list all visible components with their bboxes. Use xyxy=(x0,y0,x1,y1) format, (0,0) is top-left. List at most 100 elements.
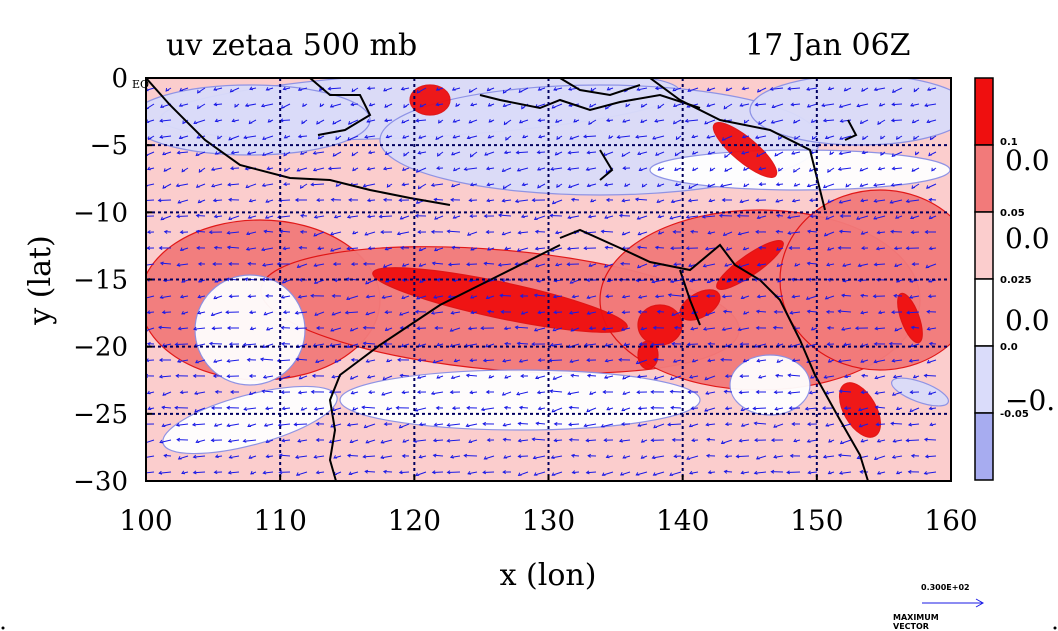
wind-vector-head xyxy=(806,309,811,314)
wind-vector-head xyxy=(669,279,674,283)
wind-vector-head xyxy=(691,358,696,363)
wind-vector xyxy=(434,198,444,201)
wind-vector-head xyxy=(673,454,678,459)
wind-vector xyxy=(551,455,563,459)
wind-vector-head xyxy=(636,87,641,91)
wind-vector-head xyxy=(672,87,677,92)
wind-vector-head xyxy=(706,103,711,107)
wind-vector xyxy=(400,374,410,377)
wind-vector-head xyxy=(570,373,575,378)
wind-vector-head xyxy=(400,245,404,250)
wind-vector-head xyxy=(534,246,539,251)
wind-vector-head xyxy=(880,135,884,140)
wind-vector xyxy=(314,407,325,410)
wind-vector-head xyxy=(587,214,592,219)
wind-vector-head xyxy=(333,214,338,219)
wind-vector-head xyxy=(331,374,336,379)
wind-vector xyxy=(379,215,393,218)
wind-vector xyxy=(347,454,359,457)
wind-vector-head xyxy=(415,169,420,173)
wind-vector-head xyxy=(550,166,555,171)
wind-vector xyxy=(383,470,393,473)
wind-vector xyxy=(789,343,801,348)
wind-vector xyxy=(515,326,529,329)
wind-vector xyxy=(757,295,767,298)
wind-vector-head xyxy=(487,103,492,107)
wind-vector xyxy=(604,183,614,186)
corner-dot xyxy=(1,626,5,630)
wind-vector-head xyxy=(857,263,862,268)
wind-vector-head xyxy=(533,216,538,221)
wind-vector-head xyxy=(753,421,758,426)
wind-vector-head xyxy=(874,390,879,395)
wind-vector-head xyxy=(416,375,421,379)
wind-vector-head xyxy=(142,456,145,459)
y-tick-label: −20 xyxy=(73,333,128,363)
wind-vector-head xyxy=(516,167,521,172)
wind-vector-head xyxy=(928,215,933,220)
wind-vector-head xyxy=(315,470,320,475)
wind-vector-head xyxy=(159,134,164,139)
wind-vector-head xyxy=(650,342,655,347)
wind-vector-head xyxy=(174,405,179,410)
wind-vector-head xyxy=(653,375,658,380)
wind-vector-head xyxy=(433,295,438,299)
wind-vector-head xyxy=(501,392,506,396)
wind-vector-head xyxy=(773,390,778,395)
wind-vector-head xyxy=(158,470,163,475)
wind-vector-head xyxy=(294,198,299,202)
wind-vector xyxy=(193,327,206,330)
wind-vector xyxy=(212,327,223,330)
wind-vector-head xyxy=(652,472,657,476)
wind-vector-head xyxy=(384,104,389,108)
wind-vector-head xyxy=(551,472,556,476)
wind-vector-head xyxy=(297,134,302,139)
wind-vector-head xyxy=(384,246,389,251)
wind-vector xyxy=(771,119,784,124)
wind-vector-head xyxy=(829,151,834,156)
wind-vector-head xyxy=(586,150,591,155)
wind-vector xyxy=(279,454,291,457)
wind-vector-head xyxy=(415,200,420,204)
wind-vector xyxy=(586,167,597,171)
wind-vector-head xyxy=(822,118,827,123)
wind-vector xyxy=(364,423,376,429)
wind-vector xyxy=(193,471,206,474)
wind-vector-head xyxy=(707,358,712,363)
wind-vector-head xyxy=(465,423,470,428)
wind-vector-head xyxy=(568,87,572,91)
wind-vector xyxy=(362,406,376,409)
wind-vector-head xyxy=(778,167,782,172)
wind-vector-head xyxy=(741,134,746,139)
wind-vector xyxy=(605,246,614,249)
wind-vector xyxy=(602,471,614,476)
wind-vector-head xyxy=(708,198,713,203)
wind-vector-head xyxy=(568,184,572,189)
wind-vector xyxy=(806,295,818,300)
field-patch xyxy=(194,274,306,386)
wind-vector-head xyxy=(758,182,763,187)
wind-vector xyxy=(788,374,801,377)
wind-vector-head xyxy=(583,246,588,251)
wind-vector-head xyxy=(640,326,645,331)
wind-vector-head xyxy=(913,136,917,140)
wind-vector xyxy=(211,167,223,171)
wind-vector-head xyxy=(484,152,489,156)
wind-vector-head xyxy=(192,454,197,459)
wind-vector-head xyxy=(364,469,369,474)
wind-vector-head xyxy=(657,167,662,171)
wind-vector xyxy=(345,311,359,314)
wind-vector xyxy=(671,199,682,203)
wind-vector-head xyxy=(623,342,628,347)
wind-vector-head xyxy=(621,407,626,412)
wind-vector-head xyxy=(739,199,744,203)
wind-vector-head xyxy=(281,341,285,346)
wind-vector-head xyxy=(656,309,661,314)
wind-vector-head xyxy=(843,406,848,411)
x-tick-label: 140 xyxy=(656,504,709,537)
wind-vector-head xyxy=(398,470,403,475)
wind-vector xyxy=(414,407,427,412)
wind-vector-head xyxy=(622,391,627,395)
wind-vector-head xyxy=(383,342,388,346)
wind-vector-head xyxy=(517,421,522,426)
